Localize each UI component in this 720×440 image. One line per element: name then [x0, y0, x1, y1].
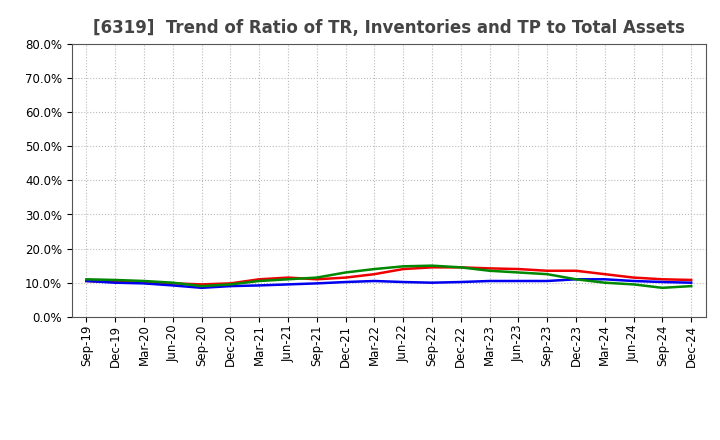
- Inventories: [312, 281, 321, 286]
- Inventories: [82, 279, 91, 284]
- Trade Receivables: [543, 268, 552, 273]
- Trade Receivables: [629, 275, 638, 280]
- Trade Receivables: [255, 277, 264, 282]
- Trade Receivables: [399, 266, 408, 271]
- Trade Payables: [456, 265, 465, 270]
- Trade Payables: [629, 282, 638, 287]
- Inventories: [168, 283, 177, 288]
- Trade Payables: [284, 277, 292, 282]
- Trade Payables: [341, 270, 350, 275]
- Trade Receivables: [572, 268, 580, 273]
- Trade Receivables: [140, 280, 148, 285]
- Inventories: [399, 279, 408, 285]
- Trade Receivables: [82, 279, 91, 284]
- Trade Receivables: [312, 277, 321, 282]
- Line: Trade Receivables: Trade Receivables: [86, 268, 691, 284]
- Trade Payables: [687, 283, 696, 289]
- Trade Payables: [370, 266, 379, 271]
- Trade Payables: [485, 268, 494, 273]
- Trade Payables: [572, 277, 580, 282]
- Trade Payables: [428, 263, 436, 268]
- Trade Receivables: [658, 277, 667, 282]
- Trade Receivables: [197, 282, 206, 287]
- Trade Receivables: [428, 265, 436, 270]
- Trade Payables: [399, 264, 408, 269]
- Inventories: [284, 282, 292, 287]
- Trade Payables: [600, 280, 609, 285]
- Trade Receivables: [514, 266, 523, 271]
- Trade Payables: [111, 277, 120, 282]
- Trade Payables: [226, 282, 235, 287]
- Trade Payables: [255, 279, 264, 284]
- Inventories: [226, 283, 235, 289]
- Inventories: [514, 279, 523, 284]
- Inventories: [687, 280, 696, 285]
- Trade Receivables: [341, 275, 350, 280]
- Inventories: [629, 279, 638, 284]
- Inventories: [658, 279, 667, 285]
- Inventories: [543, 279, 552, 284]
- Title: [6319]  Trend of Ratio of TR, Inventories and TP to Total Assets: [6319] Trend of Ratio of TR, Inventories…: [93, 19, 685, 37]
- Inventories: [428, 280, 436, 285]
- Trade Payables: [312, 275, 321, 280]
- Trade Payables: [140, 279, 148, 284]
- Trade Receivables: [284, 275, 292, 280]
- Trade Receivables: [687, 277, 696, 282]
- Inventories: [572, 277, 580, 282]
- Trade Receivables: [226, 281, 235, 286]
- Trade Receivables: [370, 271, 379, 277]
- Trade Receivables: [168, 281, 177, 286]
- Trade Receivables: [111, 279, 120, 285]
- Trade Receivables: [600, 271, 609, 277]
- Trade Payables: [514, 270, 523, 275]
- Inventories: [600, 277, 609, 282]
- Trade Receivables: [456, 265, 465, 270]
- Inventories: [456, 279, 465, 285]
- Line: Inventories: Inventories: [86, 279, 691, 288]
- Inventories: [485, 279, 494, 284]
- Trade Payables: [658, 285, 667, 290]
- Trade Payables: [168, 280, 177, 285]
- Inventories: [255, 283, 264, 288]
- Inventories: [140, 281, 148, 286]
- Inventories: [341, 279, 350, 285]
- Inventories: [197, 285, 206, 290]
- Trade Payables: [543, 271, 552, 277]
- Trade Receivables: [485, 266, 494, 271]
- Inventories: [370, 279, 379, 284]
- Inventories: [111, 280, 120, 285]
- Trade Payables: [82, 277, 91, 282]
- Line: Trade Payables: Trade Payables: [86, 266, 691, 288]
- Trade Payables: [197, 283, 206, 289]
